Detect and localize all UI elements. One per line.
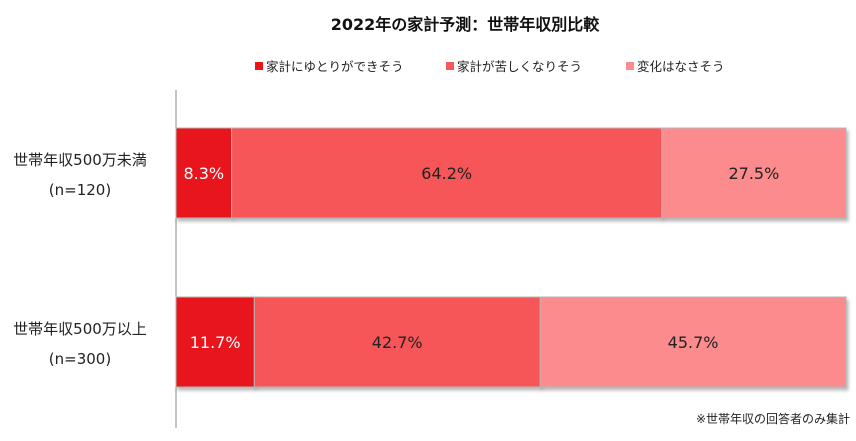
bars: 8.3% 64.2% 27.5% 11.7% 42.7% 45.7% xyxy=(175,127,847,388)
legend-label: 家計が苦しくなりそう xyxy=(457,59,582,74)
data-label: 8.3% xyxy=(183,164,224,183)
bar-segment xyxy=(231,127,663,219)
bar-segment xyxy=(539,296,847,388)
data-label: 11.7% xyxy=(190,333,241,352)
category-label: 世帯年収500万未満 xyxy=(13,151,147,169)
category-label: 世帯年収500万以上 xyxy=(13,320,147,338)
legend-swatch xyxy=(446,62,454,70)
category-label: (n=120) xyxy=(49,181,111,199)
footnote: ※世帯年収の回答者のみ集計 xyxy=(696,411,850,426)
data-label: 42.7% xyxy=(372,333,423,352)
bar-segment xyxy=(661,127,847,219)
legend-label: 家計にゆとりができそう xyxy=(266,59,404,74)
category-labels: 世帯年収500万未満 (n=120) 世帯年収500万以上 (n=300) xyxy=(13,151,147,368)
data-label: 64.2% xyxy=(421,164,472,183)
legend-swatch xyxy=(255,62,263,70)
legend-label: 変化はなさそう xyxy=(637,59,725,74)
data-label: 45.7% xyxy=(668,333,719,352)
data-label: 27.5% xyxy=(728,164,779,183)
category-label: (n=300) xyxy=(49,350,111,368)
legend: 家計にゆとりができそう 家計が苦しくなりそう 変化はなさそう xyxy=(255,59,725,74)
legend-swatch xyxy=(626,62,634,70)
chart-title: 2022年の家計予測：世帯年収別比較 xyxy=(331,15,601,34)
